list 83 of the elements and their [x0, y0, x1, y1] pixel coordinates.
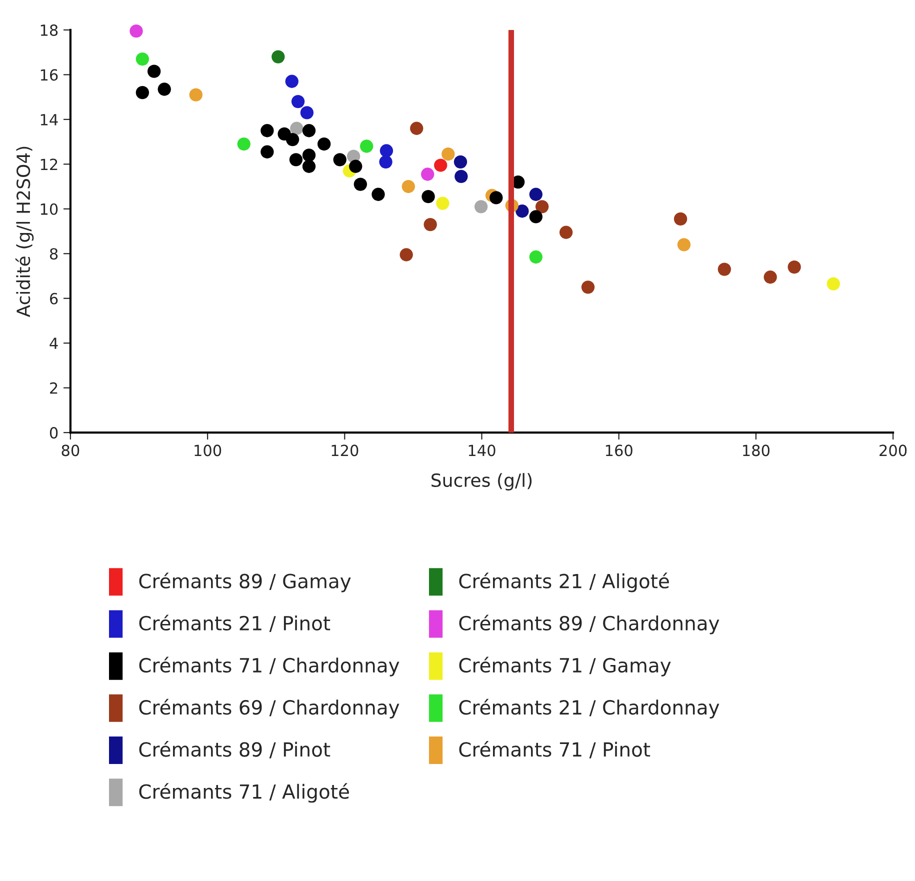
point — [826, 277, 840, 290]
point — [410, 122, 424, 135]
legend-label: Crémants 71 / Pinot — [459, 740, 650, 758]
point — [237, 137, 250, 151]
point — [354, 178, 368, 191]
x-tick-label: 120 — [332, 444, 358, 456]
y-tick-label: 2 — [50, 382, 58, 394]
point — [189, 88, 202, 102]
point — [300, 106, 314, 120]
point — [474, 200, 488, 214]
y-tick-label: 16 — [40, 69, 58, 81]
y-axis-title: Acidité (g/l H2SO4) — [15, 146, 34, 318]
legend-label: Crémants 89 / Pinot — [139, 740, 330, 758]
point — [302, 160, 316, 173]
legend-label: Crémants 21 / Aligoté — [459, 572, 669, 592]
y-tick-label: 18 — [40, 24, 58, 36]
point — [454, 170, 468, 184]
legend-label: Crémants 89 / Gamay — [139, 572, 351, 592]
point — [380, 144, 394, 158]
point — [516, 204, 529, 218]
point — [302, 148, 316, 162]
point — [402, 180, 415, 194]
point — [285, 74, 298, 88]
point — [788, 260, 801, 274]
point — [136, 52, 150, 66]
point — [260, 145, 274, 158]
point — [136, 86, 150, 100]
point — [379, 155, 392, 169]
point — [372, 188, 385, 201]
point — [349, 160, 362, 173]
y-tick-label: 14 — [40, 114, 58, 126]
y-tick-label: 8 — [50, 248, 58, 260]
y-tick-label: 10 — [40, 203, 58, 215]
point — [290, 122, 304, 135]
point — [289, 153, 303, 166]
point — [360, 140, 374, 153]
point — [490, 191, 503, 204]
legend-label: Crémants 71 / Gamay — [459, 656, 671, 676]
point — [434, 158, 448, 172]
y-tick-label: 12 — [40, 158, 58, 170]
point — [400, 248, 413, 262]
legend-label: Crémants 71 / Aligoté — [139, 783, 349, 803]
point — [260, 124, 274, 138]
legend-label: Crémants 89 / Chardonnay — [459, 614, 720, 634]
point — [454, 155, 468, 169]
legend-label: Crémants 69 / Chardonnay — [139, 698, 400, 718]
x-tick-label: 200 — [880, 444, 907, 456]
x-tick-label: 180 — [743, 444, 770, 456]
point — [130, 24, 143, 38]
point — [718, 262, 731, 276]
point — [529, 250, 542, 264]
legend-label: Crémants 71 / Chardonnay — [139, 656, 400, 676]
point — [424, 218, 437, 232]
y-tick-label: 6 — [50, 292, 58, 304]
point — [559, 226, 573, 239]
point — [677, 238, 691, 252]
legend-label: Crémants 21 / Chardonnay — [459, 698, 720, 718]
point — [581, 280, 595, 294]
x-tick-label: 80 — [62, 444, 80, 456]
point — [291, 94, 305, 108]
x-tick-label: 160 — [606, 444, 632, 456]
point — [764, 270, 777, 284]
point — [286, 132, 300, 146]
x-axis-title: Sucres (g/l) — [432, 473, 532, 491]
point — [302, 124, 316, 138]
point — [436, 196, 450, 210]
point — [442, 148, 455, 161]
point — [333, 153, 346, 166]
point — [421, 168, 434, 181]
point — [674, 212, 688, 226]
point — [147, 64, 161, 78]
point — [158, 82, 171, 96]
legend-label: Crémants 21 / Pinot — [139, 614, 330, 632]
x-tick-label: 100 — [194, 444, 222, 456]
point — [272, 50, 285, 64]
point — [535, 200, 549, 214]
x-tick-label: 140 — [468, 444, 496, 456]
y-tick-label: 4 — [50, 338, 58, 349]
y-tick-label: 0 — [50, 427, 58, 439]
point — [317, 137, 331, 151]
point — [529, 210, 542, 224]
point — [529, 188, 542, 201]
point — [422, 190, 435, 204]
